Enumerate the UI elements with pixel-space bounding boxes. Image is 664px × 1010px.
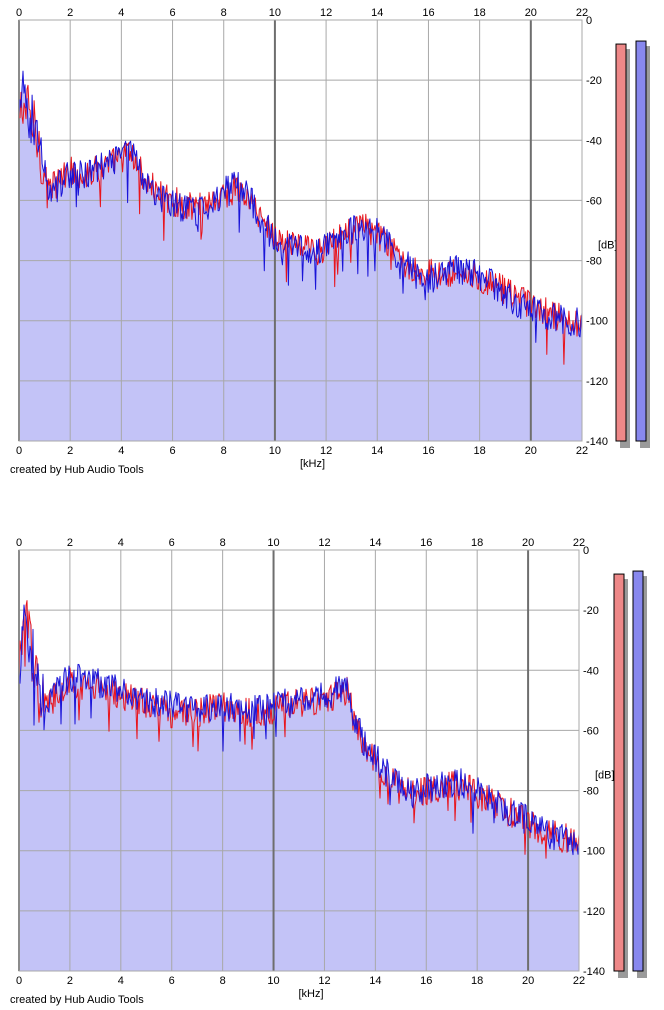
x-tick-label-bottom: 8 [221, 445, 227, 457]
y-tick-label: -120 [583, 906, 605, 918]
x-tick-label-top: 12 [318, 537, 330, 549]
x-tick-label-top: 18 [471, 537, 483, 549]
y-tick-label: -40 [586, 135, 602, 147]
x-tick-label-bottom: 16 [420, 975, 432, 987]
x-tick-label-bottom: 12 [318, 975, 330, 987]
x-tick-label-bottom: 18 [474, 445, 486, 457]
x-tick-label-top: 20 [522, 537, 534, 549]
x-tick-label-top: 0 [16, 537, 22, 549]
x-tick-label-bottom: 18 [471, 975, 483, 987]
x-tick-label-bottom: 0 [16, 975, 22, 987]
y-tick-label: -20 [583, 605, 599, 617]
x-tick-label-top: 14 [371, 7, 383, 19]
spectrum-fill [19, 71, 582, 441]
y-tick-label: -100 [583, 846, 605, 858]
x-tick-label-top: 4 [118, 537, 124, 549]
plot-frame [18, 549, 580, 972]
x-tick-label-top: 6 [169, 7, 175, 19]
y-tick-label: -100 [586, 316, 608, 328]
spectrum-chart-1: 002244668810101212141416161818202022220-… [10, 7, 650, 476]
y-tick-label: -60 [583, 725, 599, 737]
y-tick-label: 0 [583, 545, 589, 557]
x-tick-label-bottom: 2 [67, 975, 73, 987]
x-tick-label-bottom: 10 [267, 975, 279, 987]
spectrum-fill [19, 600, 579, 971]
x-tick-label-bottom: 22 [576, 445, 588, 457]
x-tick-label-top: 10 [267, 537, 279, 549]
y-tick-label: -80 [586, 256, 602, 268]
x-tick-label-top: 10 [269, 7, 281, 19]
x-unit-label: [kHz] [300, 458, 325, 470]
x-tick-label-top: 2 [67, 7, 73, 19]
x-tick-label-top: 6 [169, 537, 175, 549]
x-tick-label-top: 12 [320, 7, 332, 19]
x-tick-label-top: 8 [220, 537, 226, 549]
credit-text: created by Hub Audio Tools [10, 464, 144, 476]
plot-frame [18, 19, 583, 442]
level-meter-right [632, 570, 644, 972]
y-tick-label: -40 [583, 665, 599, 677]
x-tick-label-bottom: 14 [371, 445, 383, 457]
x-tick-label-top: 22 [576, 7, 588, 19]
series-line-right [18, 604, 580, 856]
credit-text: created by Hub Audio Tools [10, 994, 144, 1006]
x-tick-label-top: 0 [16, 7, 22, 19]
x-tick-label-bottom: 20 [522, 975, 534, 987]
x-tick-label-bottom: 20 [525, 445, 537, 457]
x-tick-label-top: 16 [422, 7, 434, 19]
x-tick-label-top: 2 [67, 537, 73, 549]
spectrum-chart-2: 002244668810101212141416161818202022220-… [10, 537, 647, 1006]
x-tick-label-top: 4 [118, 7, 124, 19]
level-meter-right [635, 40, 647, 442]
series-line-left [18, 84, 583, 365]
y-tick-label: -120 [586, 376, 608, 388]
x-tick-label-bottom: 8 [220, 975, 226, 987]
x-tick-label-bottom: 22 [573, 975, 585, 987]
x-tick-label-bottom: 6 [169, 445, 175, 457]
level-meter-left [615, 43, 627, 442]
x-tick-label-top: 20 [525, 7, 537, 19]
x-tick-label-bottom: 4 [118, 975, 124, 987]
x-tick-label-bottom: 0 [16, 445, 22, 457]
y-tick-label: -140 [583, 966, 605, 978]
y-tick-label: -60 [586, 195, 602, 207]
x-tick-label-top: 14 [369, 537, 381, 549]
series-line-right [18, 70, 583, 343]
x-tick-label-bottom: 4 [118, 445, 124, 457]
x-tick-label-top: 22 [573, 537, 585, 549]
x-tick-label-bottom: 2 [67, 445, 73, 457]
x-tick-label-bottom: 14 [369, 975, 381, 987]
y-tick-label: -140 [586, 436, 608, 448]
x-tick-label-bottom: 6 [169, 975, 175, 987]
y-unit-label: [dB] [598, 240, 618, 252]
x-tick-label-top: 18 [474, 7, 486, 19]
level-meter-left [613, 573, 625, 972]
x-tick-label-bottom: 10 [269, 445, 281, 457]
x-unit-label: [kHz] [298, 988, 323, 1000]
x-tick-label-bottom: 12 [320, 445, 332, 457]
x-tick-label-top: 8 [221, 7, 227, 19]
y-unit-label: [dB] [595, 770, 615, 782]
x-tick-label-bottom: 16 [422, 445, 434, 457]
y-tick-label: 0 [586, 15, 592, 27]
x-tick-label-top: 16 [420, 537, 432, 549]
y-tick-label: -80 [583, 786, 599, 798]
y-tick-label: -20 [586, 75, 602, 87]
